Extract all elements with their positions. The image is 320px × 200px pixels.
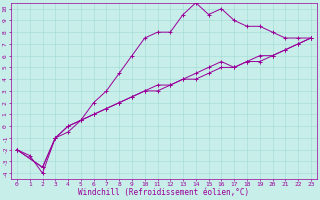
X-axis label: Windchill (Refroidissement éolien,°C): Windchill (Refroidissement éolien,°C) xyxy=(78,188,250,197)
